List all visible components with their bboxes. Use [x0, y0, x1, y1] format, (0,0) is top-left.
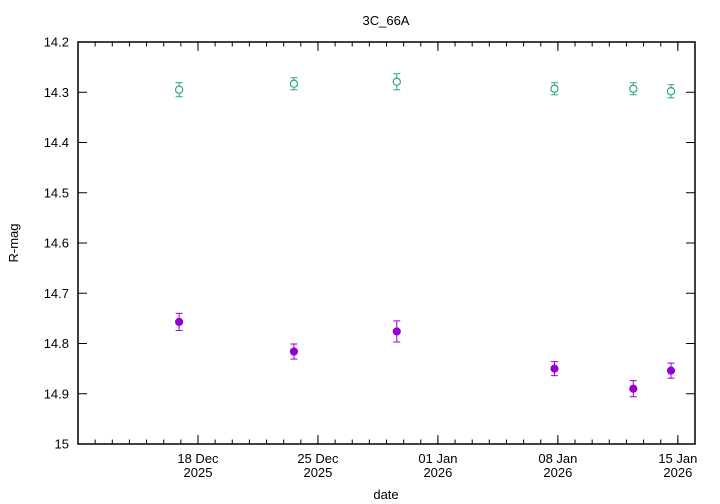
axis-ticks: 14.2 14.3 14.4 14.5 14.6 14.7 14.8 14.9 15 18 Dec… — [44, 35, 698, 481]
data-point — [666, 87, 676, 96]
data-point — [666, 366, 676, 375]
y-tick-label: 14.7 — [44, 286, 69, 301]
data-point — [392, 77, 401, 86]
data-point — [629, 84, 638, 93]
x-tick-label-year: 2025 — [303, 465, 332, 480]
x-tick-label: 08 Jan — [538, 451, 577, 466]
data-point — [175, 317, 184, 326]
x-tick-label: 01 Jan — [418, 451, 457, 466]
data-point — [174, 85, 184, 94]
plot-frame — [77, 41, 696, 445]
data-point — [289, 347, 299, 356]
y-tick-label: 14.9 — [44, 386, 69, 401]
x-tick-label-year: 2026 — [663, 465, 692, 480]
x-tick-label-year: 2026 — [423, 465, 452, 480]
x-tick-label: 18 Dec — [177, 451, 219, 466]
data-point — [392, 327, 401, 336]
x-tick-label: 25 Dec — [297, 451, 339, 466]
data-point — [289, 79, 299, 88]
data-marks — [174, 73, 676, 398]
series-1 — [174, 73, 676, 99]
y-tick-label: 14.3 — [44, 85, 69, 100]
x-tick-label-year: 2026 — [543, 465, 572, 480]
y-tick-label: 14.2 — [44, 35, 69, 50]
series-0 — [175, 312, 676, 398]
y-tick-label: 15 — [55, 437, 69, 452]
y-tick-label: 14.4 — [44, 135, 69, 150]
data-point — [550, 364, 559, 373]
chart-title: 3C_66A — [363, 13, 410, 28]
y-tick-label: 14.5 — [44, 185, 69, 200]
data-point — [629, 384, 638, 393]
x-tick-label-year: 2025 — [184, 465, 213, 480]
data-point — [550, 84, 559, 93]
y-axis-label: R-mag — [6, 223, 21, 262]
y-tick-label: 14.6 — [44, 236, 69, 251]
y-tick-label: 14.8 — [44, 336, 69, 351]
x-axis-label: date — [373, 487, 398, 502]
x-tick-label: 15 Jan — [658, 451, 697, 466]
